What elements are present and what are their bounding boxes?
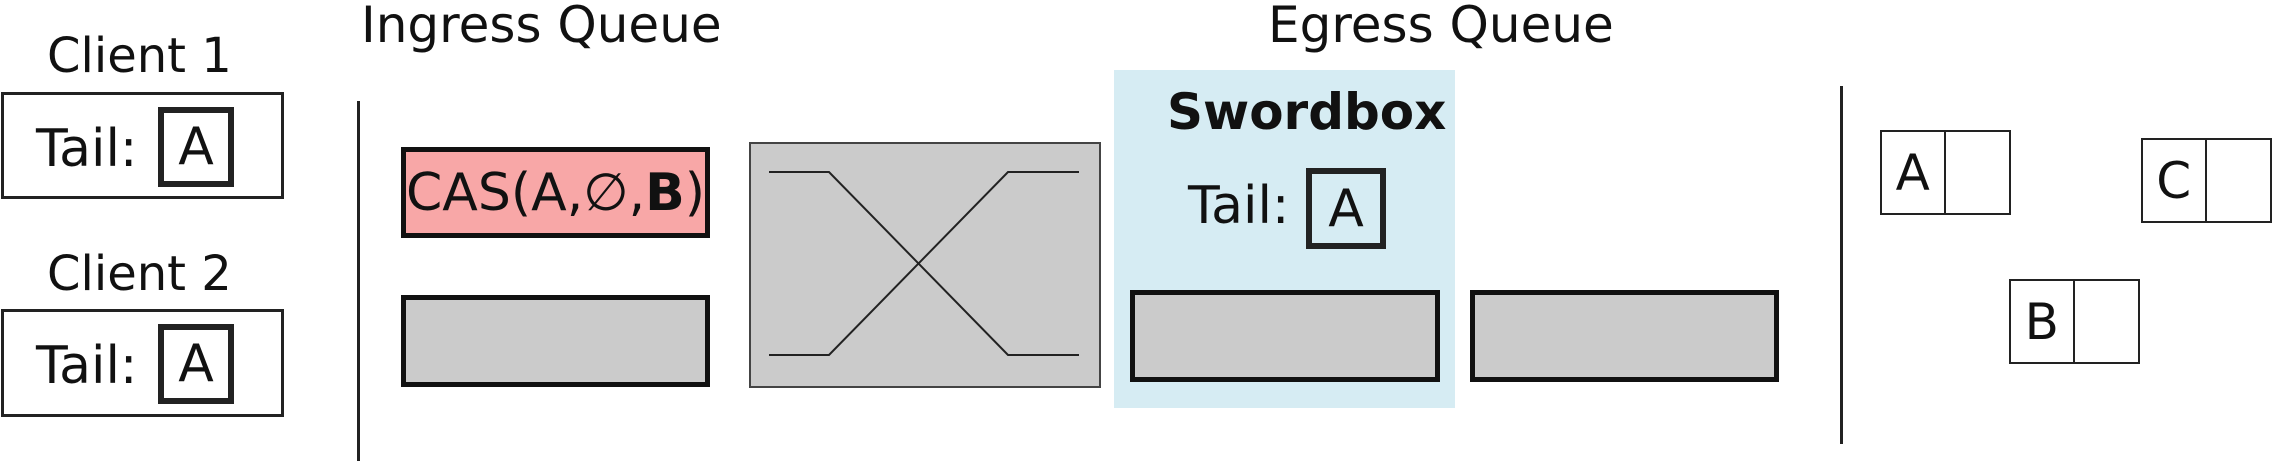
client-2-tail-value: A: [158, 324, 234, 404]
cas-arg-expected: ∅: [583, 162, 629, 223]
switch-box: [749, 142, 1101, 388]
memory-node-c-value: C: [2143, 140, 2207, 221]
egress-title: Egress Queue: [1268, 0, 1614, 54]
client-1-tail-value: A: [158, 107, 234, 187]
client-2-box: Tail: A: [1, 309, 284, 417]
cas-arg-new: B: [645, 162, 685, 223]
client-2-title: Client 2: [47, 246, 232, 302]
client-2-tail-label: Tail:: [36, 336, 138, 396]
crossbar-lines: [769, 171, 1079, 356]
swordbox-tail-label: Tail:: [1188, 176, 1290, 236]
egress-slot-2: [1470, 290, 1779, 382]
ingress-title: Ingress Queue: [361, 0, 722, 54]
cas-arg-old: A: [531, 162, 567, 223]
memory-node-b-next: [2075, 281, 2139, 362]
memory-node-a: A: [1880, 130, 2011, 215]
divider-right: [1840, 86, 1843, 444]
egress-slot-1: [1130, 290, 1440, 382]
memory-node-a-next: [1946, 132, 2010, 213]
swordbox-tail-value: A: [1306, 168, 1386, 249]
memory-node-c-next: [2207, 140, 2271, 221]
cas-op: CAS: [405, 162, 511, 223]
cas-comma-2: ,: [628, 162, 646, 223]
client-1-tail-label: Tail:: [36, 119, 138, 179]
memory-node-b: B: [2009, 279, 2140, 364]
memory-node-a-value: A: [1882, 132, 1946, 213]
client-1-title: Client 1: [47, 28, 232, 84]
cross-line-2: [769, 171, 1079, 356]
cas-comma-1: ,: [566, 162, 584, 223]
ingress-slot-empty: [401, 295, 710, 387]
divider-left: [357, 101, 360, 461]
swordbox-title: Swordbox: [1167, 83, 1447, 141]
memory-node-b-value: B: [2011, 281, 2075, 362]
memory-node-c: C: [2141, 138, 2272, 223]
cas-close-paren: ): [684, 162, 706, 223]
cross-line-1: [769, 171, 1079, 356]
client-1-box: Tail: A: [1, 92, 284, 199]
cas-open-paren: (: [510, 162, 532, 223]
ingress-slot-cas: CAS ( A , ∅ , B ): [401, 147, 710, 238]
